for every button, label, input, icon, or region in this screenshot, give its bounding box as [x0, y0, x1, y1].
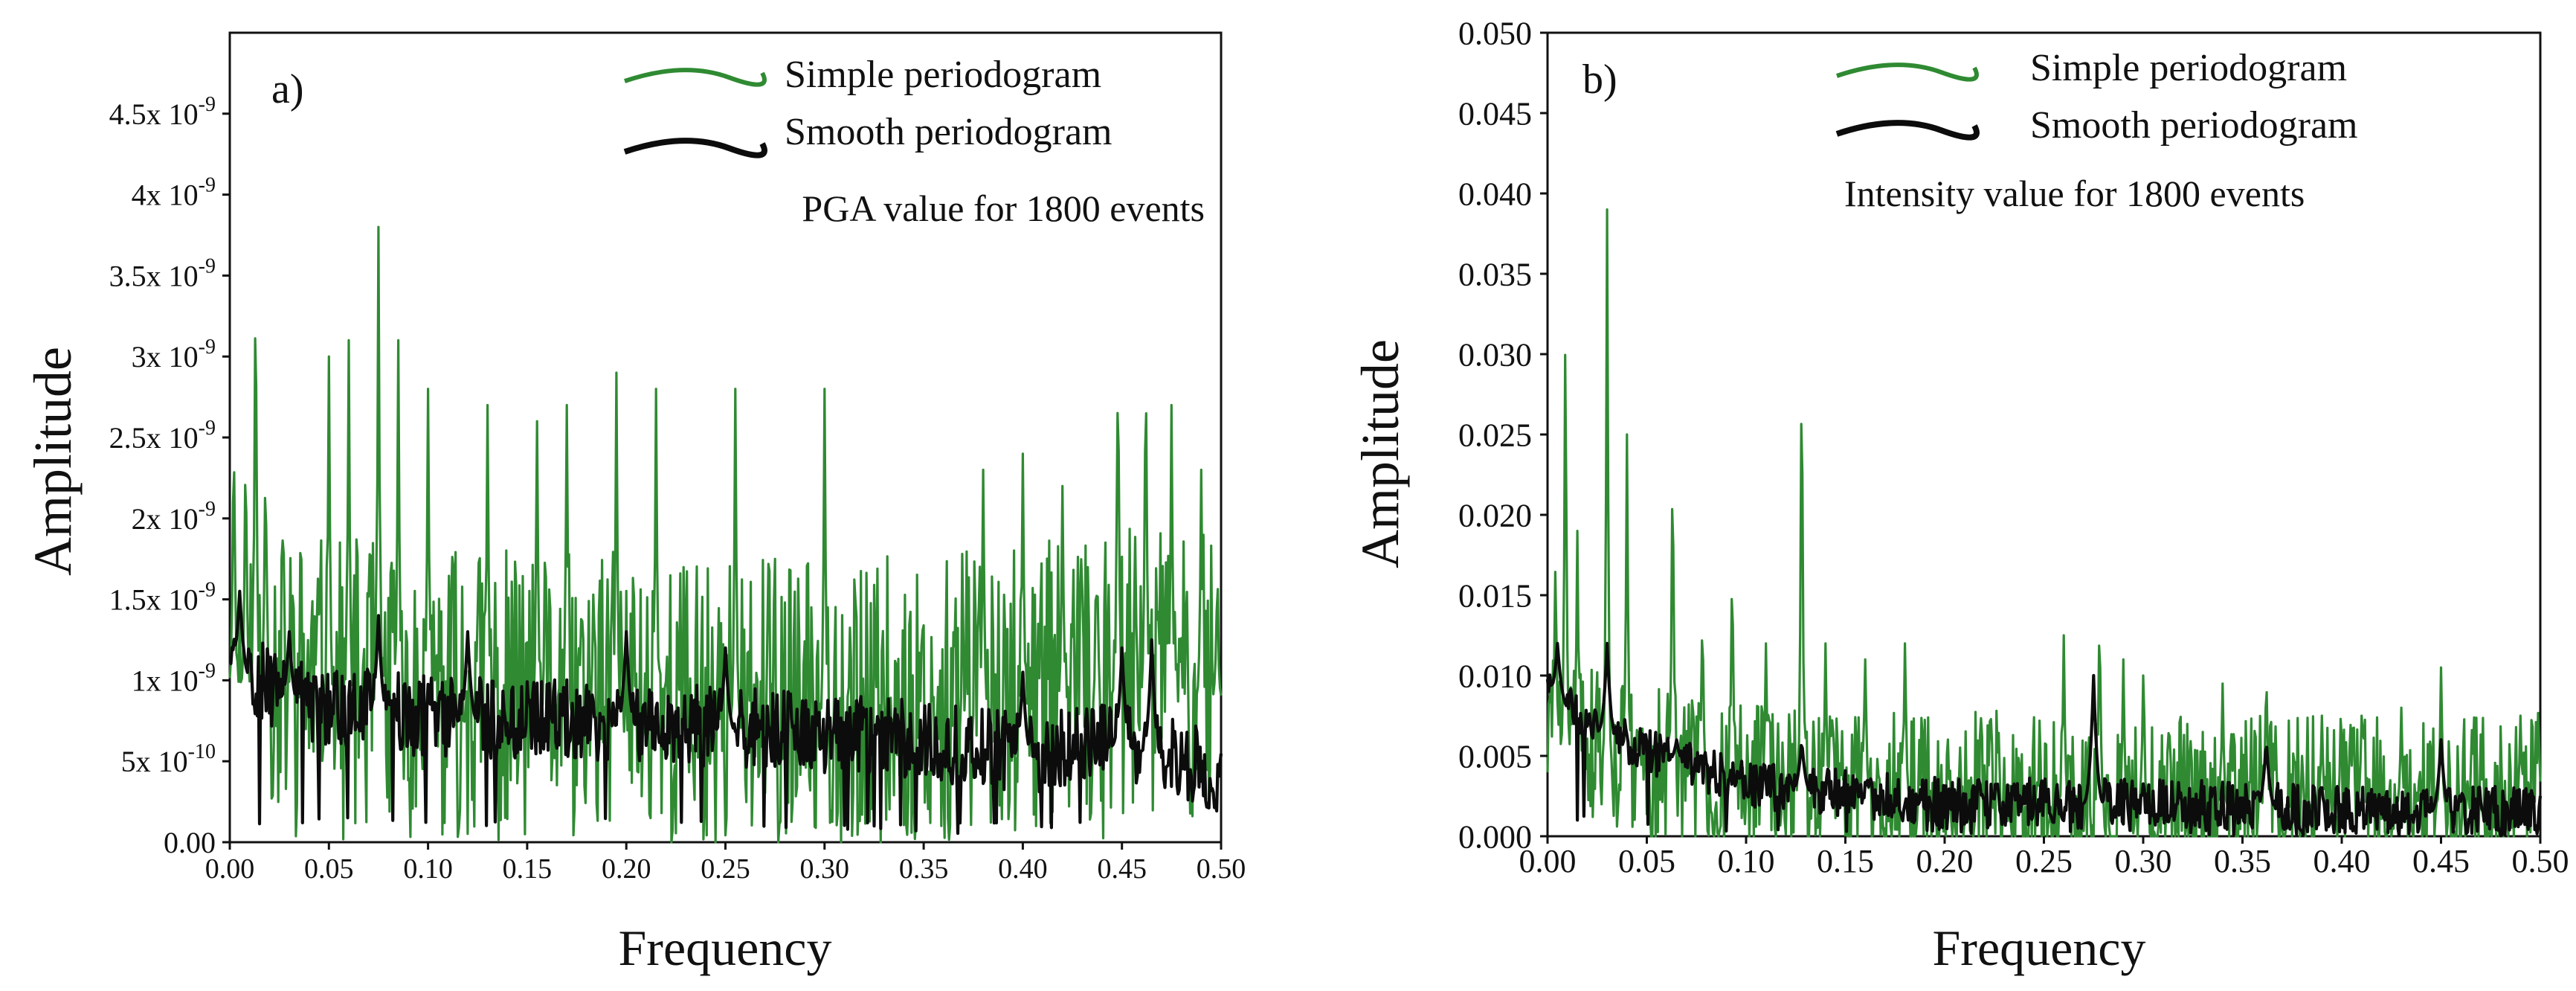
y-tick-label-a: 0.00 [164, 826, 216, 859]
x-tick-label-a: 0.05 [304, 853, 354, 885]
x-tick-label-a: 0.45 [1097, 853, 1147, 885]
y-tick-label-a: 3.5x 10-9 [109, 254, 216, 292]
y-tick-label-a: 2.5x 10-9 [109, 417, 216, 455]
y-tick-label-b: 0.025 [1458, 417, 1532, 453]
series-smooth-line-b [1545, 641, 2543, 838]
y-tick-label-b: 0.040 [1458, 176, 1532, 212]
legend-simple-label-a: Simple periodogram [785, 54, 1101, 96]
x-tick-label-a: 0.00 [205, 853, 255, 885]
x-tick-label-b: 0.50 [2512, 843, 2569, 879]
x-axis-label-a: Frequency [618, 920, 831, 976]
y-tick-label-a: 1.5x 10-9 [109, 579, 216, 617]
x-tick-label-a: 0.20 [602, 853, 651, 885]
panel-label-b: b) [1582, 57, 1617, 103]
legend-simple-line-a [624, 68, 767, 87]
legend-b: Simple periodogram Smooth periodogram [1835, 47, 2358, 147]
legend-smooth-label-b: Smooth periodogram [2030, 104, 2358, 147]
x-tick-label-b: 0.25 [2015, 843, 2073, 879]
legend-simple-line-b [1836, 62, 1979, 82]
x-tick-label-b: 0.40 [2313, 843, 2371, 879]
series-smooth-line-a [229, 589, 1223, 836]
legend-smooth-label-a: Smooth periodogram [785, 111, 1112, 153]
x-tick-label-b: 0.30 [2115, 843, 2172, 879]
panel-label-a: a) [271, 66, 304, 112]
x-tick-label-b: 0.35 [2214, 843, 2271, 879]
panel-a: 0.00 5x 10-10 1x 10-9 1.5x 10-9 2x 10-9 2.5x … [23, 31, 1246, 976]
x-tick-label-a: 0.15 [503, 853, 553, 885]
x-tick-label-b: 0.00 [1519, 843, 1577, 879]
x-axis-label-b: Frequency [1932, 920, 2145, 976]
panel-b: 0.000 0.005 0.010 0.015 0.020 0.025 0.030 0.035… [1350, 15, 2569, 976]
x-tick-label-b: 0.20 [1916, 843, 1974, 879]
y-tick-label-a: 2x 10-9 [132, 498, 216, 536]
y-tick-label-a: 4.5x 10-9 [109, 93, 216, 131]
y-tick-label-b: 0.010 [1458, 658, 1532, 694]
x-tick-label-b: 0.45 [2412, 843, 2470, 879]
legend-smooth-line-a [623, 138, 767, 158]
chart-title-a: PGA value for 1800 events [802, 187, 1205, 229]
y-tick-label-b: 0.050 [1458, 15, 1532, 51]
y-tick-label-b: 0.045 [1458, 95, 1532, 132]
y-axis-label-a: Amplitude [23, 347, 83, 576]
x-tick-label-b: 0.05 [1618, 843, 1675, 879]
y-tick-label-a: 1x 10-9 [132, 659, 216, 697]
x-tick-label-a: 0.40 [998, 853, 1048, 885]
y-tick-label-a: 4x 10-9 [132, 174, 216, 212]
y-tick-label-b: 0.035 [1458, 256, 1532, 292]
y-tick-label-b: 0.030 [1458, 336, 1532, 373]
legend-smooth-line-b [1835, 120, 1980, 141]
legend-simple-label-b: Simple periodogram [2030, 47, 2347, 89]
x-tick-label-a: 0.10 [403, 853, 453, 885]
y-tick-label-b: 0.005 [1458, 738, 1532, 774]
x-tick-label-b: 0.15 [1817, 843, 1874, 879]
x-tick-label-a: 0.30 [800, 853, 850, 885]
x-tick-label-a: 0.50 [1197, 853, 1246, 885]
legend-a: Simple periodogram Smooth periodogram [623, 54, 1112, 158]
x-tick-label-b: 0.10 [1718, 843, 1775, 879]
y-tick-label-b: 0.000 [1458, 818, 1532, 855]
y-tick-label-a: 5x 10-10 [121, 740, 216, 778]
x-tick-label-a: 0.25 [701, 853, 750, 885]
y-tick-label-a: 3x 10-9 [132, 336, 216, 373]
y-tick-label-b: 0.020 [1458, 497, 1532, 533]
chart-title-b: Intensity value for 1800 events [1844, 173, 2305, 214]
x-tick-label-a: 0.35 [899, 853, 949, 885]
y-tick-label-b: 0.015 [1458, 577, 1532, 614]
y-axis-label-b: Amplitude [1350, 339, 1410, 568]
